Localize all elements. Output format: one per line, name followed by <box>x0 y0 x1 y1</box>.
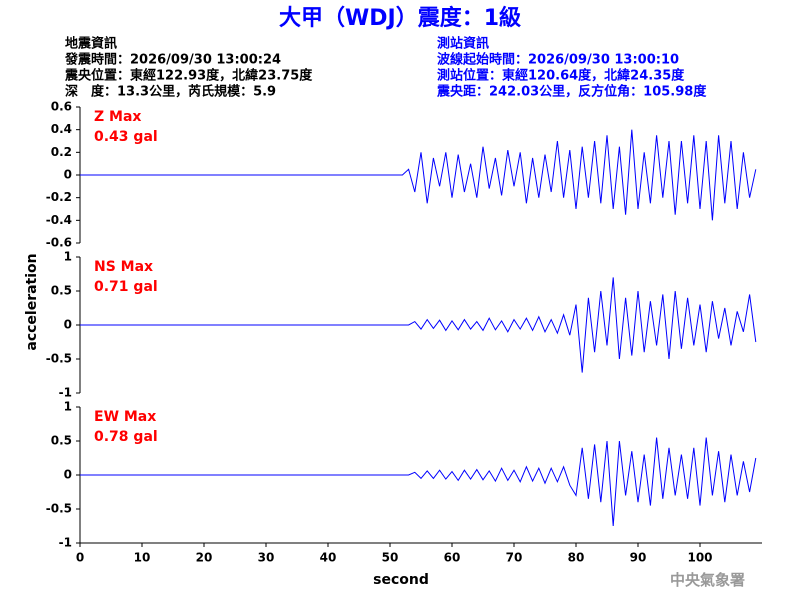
x-tick-label: 70 <box>506 551 523 565</box>
y-tick-label: 1 <box>64 400 72 414</box>
annotation: NS Max <box>94 259 153 275</box>
y-tick-label: 0 <box>64 468 72 482</box>
y-tick-label: 0.6 <box>51 100 72 114</box>
waveform <box>80 277 757 373</box>
y-tick-label: -0.4 <box>46 213 72 227</box>
x-tick-label: 10 <box>134 551 151 565</box>
info-line: 測站位置：東經120.64度，北緯24.35度 <box>437 68 685 84</box>
x-tick-label: 30 <box>258 551 275 565</box>
info-line: 深 度：13.3公里，芮氏規模：5.9 <box>65 84 276 100</box>
y-tick-label: -1 <box>59 536 72 550</box>
y-tick-label: 0.5 <box>51 284 72 298</box>
info-line: 波線起始時間：2026/09/30 13:00:10 <box>437 52 679 68</box>
x-tick-label: 0 <box>76 551 84 565</box>
y-tick-label: 0 <box>64 168 72 182</box>
info-line: 測站資訊 <box>437 36 489 52</box>
waveform <box>80 129 757 221</box>
x-tick-label: 90 <box>630 551 647 565</box>
y-tick-label: -0.5 <box>46 352 72 366</box>
annotation: 0.78 gal <box>94 429 158 445</box>
x-tick-label: 20 <box>196 551 213 565</box>
x-tick-label: 40 <box>320 551 337 565</box>
y-tick-label: -0.2 <box>46 190 72 204</box>
x-tick-label: 80 <box>568 551 585 565</box>
y-tick-label: 0.5 <box>51 434 72 448</box>
annotation: Z Max <box>94 109 141 125</box>
waveform <box>80 437 757 527</box>
annotation: EW Max <box>94 409 156 425</box>
x-axis-label: second <box>373 572 429 588</box>
annotation: 0.71 gal <box>94 279 158 295</box>
info-line: 震央距：242.03公里，反方位角：105.98度 <box>436 84 707 100</box>
info-line: 震央位置：東經122.93度，北緯23.75度 <box>64 68 313 84</box>
y-tick-label: 0 <box>64 318 72 332</box>
x-tick-label: 100 <box>687 551 712 565</box>
watermark: 中央氣象署 <box>670 571 745 589</box>
y-tick-label: -1 <box>59 386 72 400</box>
x-tick-label: 50 <box>382 551 399 565</box>
y-tick-label: 1 <box>64 250 72 264</box>
info-line: 發震時間：2026/09/30 13:00:24 <box>64 52 281 68</box>
info-line: 地震資訊 <box>65 36 117 52</box>
y-tick-label: -0.6 <box>46 236 72 250</box>
y-axis-label: acceleration <box>24 253 40 350</box>
y-tick-label: -0.5 <box>46 502 72 516</box>
x-tick-label: 60 <box>444 551 461 565</box>
annotation: 0.43 gal <box>94 129 158 145</box>
chart-title: 大甲（WDJ）震度：1級 <box>279 5 521 31</box>
y-tick-label: 0.2 <box>51 145 72 159</box>
y-tick-label: 0.4 <box>51 122 72 136</box>
